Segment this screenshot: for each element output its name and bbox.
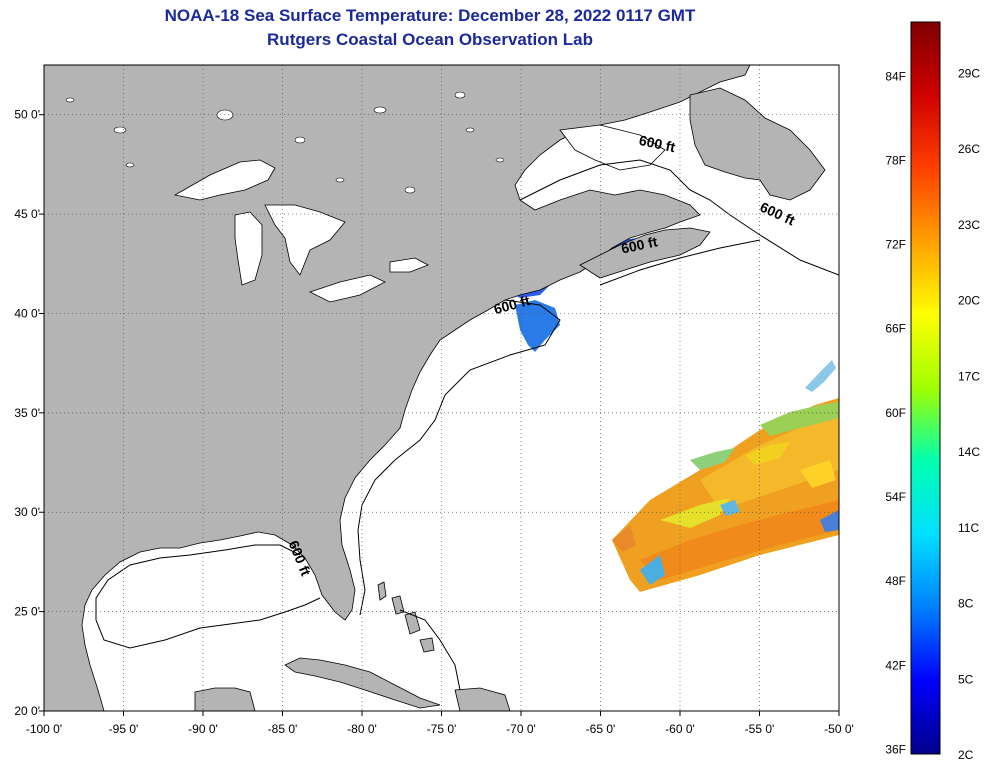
colorbar-label-f: 66F [885, 322, 906, 336]
land [44, 65, 826, 711]
colorbar-label-c: 8C [958, 597, 974, 611]
colorbar-label-c: 29C [958, 66, 980, 80]
colorbar-label-c: 17C [958, 369, 980, 383]
colorbar-label-f: 36F [885, 742, 906, 756]
lon-tick-label: -50 0' [824, 722, 854, 736]
lat-tick-label: 30 0' [14, 505, 40, 519]
lon-tick-label: -75 0' [427, 722, 457, 736]
lon-tick-label: -65 0' [586, 722, 616, 736]
lon-tick-label: -55 0' [745, 722, 775, 736]
lon-tick-label: -100 0' [26, 722, 62, 736]
colorbar-label-f: 60F [885, 406, 906, 420]
colorbar-label-f: 54F [885, 490, 906, 504]
colorbar-label-f: 84F [885, 69, 906, 83]
lon-tick-label: -95 0' [109, 722, 139, 736]
colorbar-label-f: 48F [885, 574, 906, 588]
lat-tick-label: 45 0' [14, 207, 40, 221]
colorbar-label-c: 20C [958, 294, 980, 308]
lon-tick-label: -60 0' [665, 722, 695, 736]
map-subtitle: Rutgers Coastal Ocean Observation Lab [267, 30, 593, 49]
colorbar-gradient [910, 21, 941, 755]
colorbar-label-c: 2C [958, 748, 974, 762]
colorbar-labels: 84F 78F 72F 66F 60F 54F 48F 42F 36F 29C 26C 23C 20C 1… [885, 66, 980, 762]
colorbar-label-c: 26C [958, 142, 980, 156]
colorbar-label-f: 78F [885, 153, 906, 167]
lon-tick-label: -85 0' [268, 722, 298, 736]
contour-label-600ft: 600 ft [620, 233, 659, 256]
lat-tick-label: 40 0' [14, 306, 40, 320]
colorbar-label-c: 14C [958, 445, 980, 459]
lon-tick-label: -90 0' [188, 722, 218, 736]
graticule [44, 65, 839, 711]
lat-tick-label: 50 0' [14, 108, 40, 122]
lat-tick-label: 20 0' [14, 704, 40, 718]
axis-ticks: -100 0' -95 0' -90 0' -85 0' -80 0' -75 0' -70… [14, 108, 853, 736]
sst-swath-warm [612, 360, 839, 592]
colorbar-label-c: 5C [958, 672, 974, 686]
lon-tick-label: -80 0' [347, 722, 377, 736]
lat-tick-label: 25 0' [14, 605, 40, 619]
colorbar-label-c: 11C [958, 521, 979, 535]
lat-tick-label: 35 0' [14, 406, 40, 420]
contour-label-600ft: 600 ft [638, 132, 677, 155]
colorbar-label-c: 23C [958, 218, 980, 232]
colorbar-label-f: 42F [885, 658, 906, 672]
lon-tick-label: -70 0' [506, 722, 536, 736]
isobath-600ft [95, 159, 839, 691]
colorbar-label-f: 72F [885, 238, 906, 252]
map-title: NOAA-18 Sea Surface Temperature: Decembe… [164, 6, 696, 25]
